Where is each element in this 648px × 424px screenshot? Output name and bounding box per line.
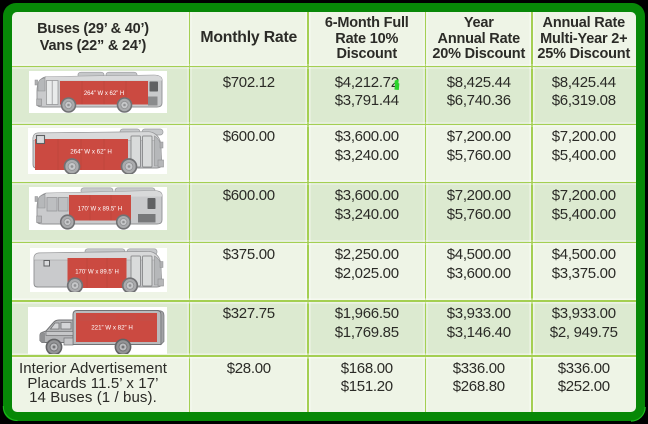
- svg-text:264” W x 62” H: 264” W x 62” H: [70, 149, 112, 156]
- svg-text:264” W x 62” H: 264” W x 62” H: [84, 91, 124, 97]
- svg-text:170’ W x 89.5’ H: 170’ W x 89.5’ H: [75, 270, 119, 276]
- svg-text:221” W x 82” H: 221” W x 82” H: [91, 324, 133, 331]
- svg-text:170’ W x 89.5” H: 170’ W x 89.5” H: [78, 207, 122, 213]
